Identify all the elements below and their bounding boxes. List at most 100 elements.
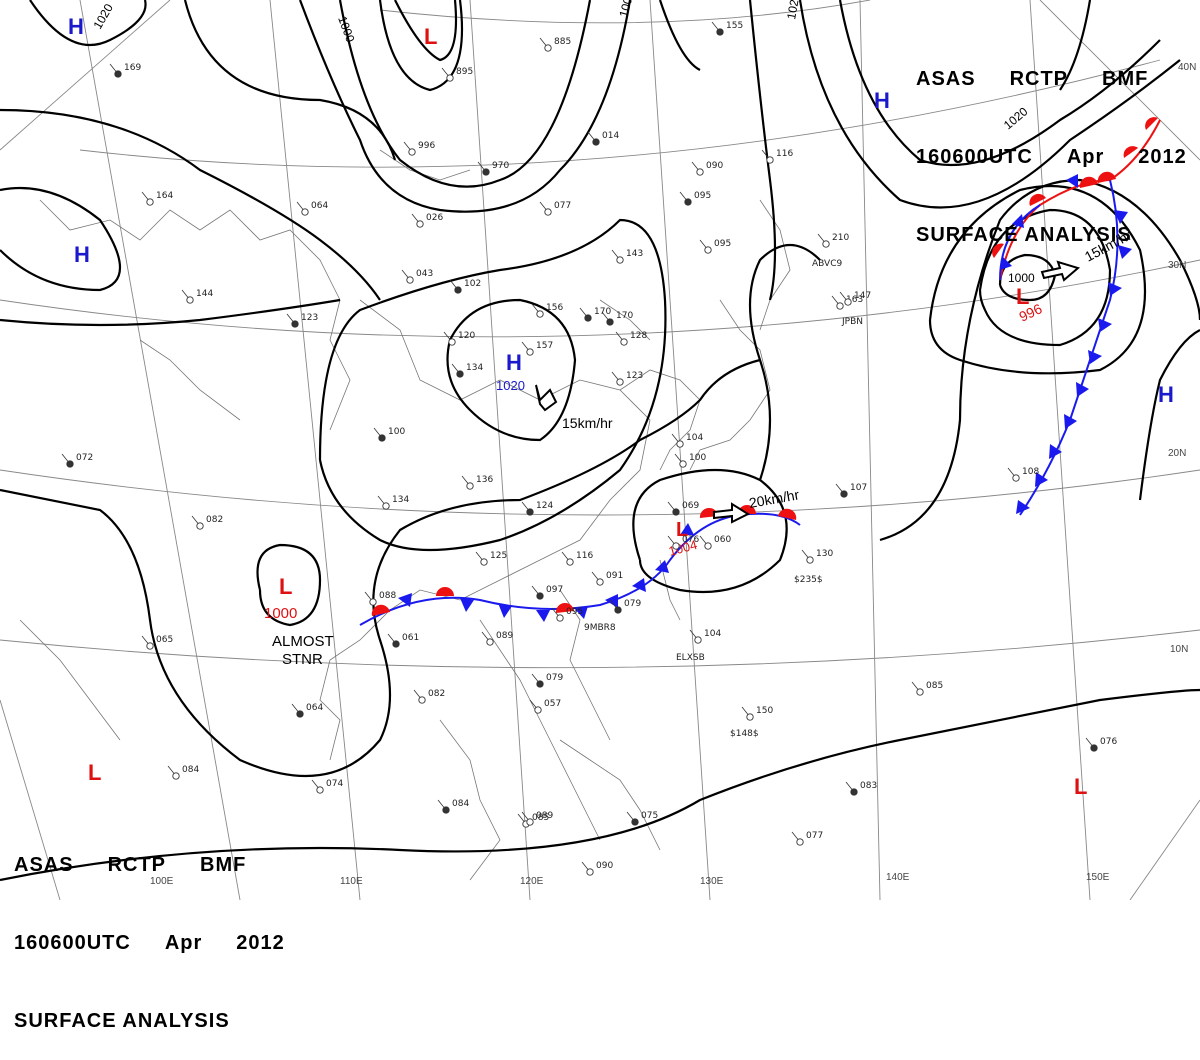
station-plot: 147 [839,291,871,306]
title-product: SURFACE ANALYSIS [14,1010,230,1032]
station-circle [1090,744,1098,752]
station-pressure: 088 [379,591,396,601]
longitude-label: 130E [700,876,724,887]
station-pressure: 090 [596,861,613,871]
low-pressure-symbol: L [424,24,437,49]
station-plot: 885 [539,37,571,52]
station-plot: 120 [443,331,475,346]
station-pressure: 075 [641,811,658,821]
station-pressure: 057 [544,699,561,709]
station-circle [596,578,604,586]
station-circle [454,286,462,294]
station-plot: 100 [674,453,706,468]
station-circle [301,208,309,216]
station-pressure: 076 [682,535,699,545]
station-circle [544,208,552,216]
station-circle [806,556,814,564]
station-pressure: 107 [850,483,867,493]
station-circle [704,246,712,254]
station-pressure: 996 [418,141,435,151]
station-circle [466,482,474,490]
title-block-bottom: ASAS RCTP BMF 160600UTC Apr 2012 SURFACE… [14,800,285,1060]
station-circle [146,642,154,650]
station-pressure: 095 [714,239,731,249]
station-pressure: 043 [416,269,433,279]
station-circle [526,818,534,826]
station-plot: 157 [521,341,553,356]
station-circle [448,338,456,346]
longitude-label: 120E [520,876,544,887]
motion-arrow [535,384,558,412]
front-line [999,204,1041,281]
station-circle [114,70,122,78]
station-circle [482,168,490,176]
station-circle [850,788,858,796]
station-circle [672,508,680,516]
station-circle [456,370,464,378]
station-pressure: 089 [496,631,513,641]
cold-front-triangles [398,523,694,622]
station-plot: 095 [679,191,711,206]
almost-stnr-line-2: STNR [282,651,323,668]
station-plot: 124 [521,501,553,516]
station-pressure: 072 [76,453,93,463]
motion-arrow [1040,260,1081,282]
high-pressure-symbol: H [68,14,84,39]
station-plot: 170 [579,307,611,322]
station-plot: 069 [667,501,699,516]
warm-front-semicircles [371,505,797,616]
front-line [999,119,1161,281]
isobars [0,0,1200,882]
station-pressure: 083 [860,781,877,791]
station-plot: 895 [441,67,473,82]
station-plot: 091 [591,571,623,586]
station-plot: 169 [109,63,141,78]
station-circle [196,522,204,530]
station-circle [556,614,564,622]
station-pressure: 082 [428,689,445,699]
station-plot: 061 [387,633,419,648]
station-circle [704,542,712,550]
station-plot: 082 [413,689,445,704]
longitude-label: 110E [340,876,363,887]
station-plot: 104 [671,433,703,448]
coastlines [19,149,791,881]
low-pressure-symbol: L [1074,774,1087,799]
station-circle [486,638,494,646]
station-circle [66,460,74,468]
station-plot: 130 [801,549,833,564]
title-month: Apr [164,932,203,954]
station-circle [672,542,680,550]
pressure-value: 1020 [496,378,525,393]
station-circle [446,74,454,82]
station-pressure: 082 [206,515,223,525]
station-pressure: 084 [182,765,199,775]
title-line-1: ASAS RCTP BMF [916,66,1187,92]
station-pressure: 116 [576,551,593,561]
station-circle [592,138,600,146]
station-plot: 102 [449,279,481,294]
station-circle [296,710,304,718]
station-plot: 136 [461,475,493,490]
station-pressure: 136 [476,475,493,485]
warm-front-semicircles [992,117,1158,258]
station-circle [291,320,299,328]
map-background [0,0,1200,900]
station-circle [746,713,754,721]
station-plot: 089 [481,631,513,646]
station-pressure: 885 [554,37,571,47]
station-circle [616,256,624,264]
station-plot: 077 [539,201,571,216]
station-plot: 089 [521,811,553,826]
station-pressure: 163 [846,295,863,305]
station-plot: 123 [611,371,643,386]
station-plot: 170 [601,311,633,326]
station-plot: 090 [581,861,613,876]
station-pressure: 026 [426,213,443,223]
pressure-value: 1000 [264,605,297,622]
station-pressure: 079 [624,599,641,609]
station-plot: 104 [689,629,721,644]
station-pressure: 144 [196,289,213,299]
title-line-2: 160600UTC Apr 2012 [916,144,1187,170]
station-pressure: 124 [536,501,553,511]
